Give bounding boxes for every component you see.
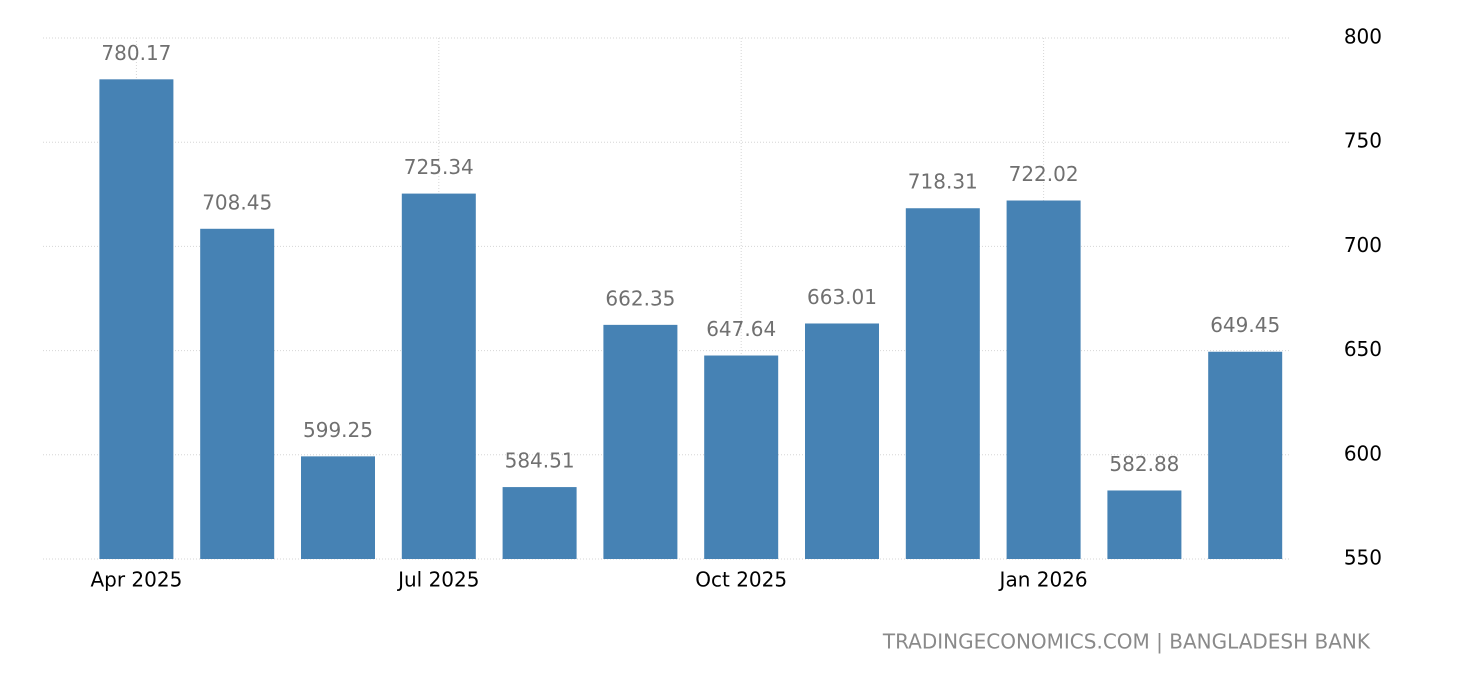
bar bbox=[1006, 200, 1081, 559]
value-label: 599.25 bbox=[303, 418, 373, 442]
value-label: 708.45 bbox=[202, 190, 272, 214]
value-label: 584.51 bbox=[505, 449, 575, 473]
y-tick-label: 700 bbox=[1344, 233, 1382, 257]
x-tick-label: Jul 2025 bbox=[396, 568, 479, 592]
bar bbox=[301, 456, 375, 559]
bar bbox=[603, 324, 678, 559]
y-tick-label: 800 bbox=[1344, 25, 1382, 49]
value-label: 780.17 bbox=[101, 41, 171, 65]
bar bbox=[200, 228, 275, 559]
bar bbox=[905, 208, 980, 560]
value-label: 722.02 bbox=[1009, 162, 1079, 186]
x-tick-label: Jan 2026 bbox=[998, 568, 1088, 592]
bar bbox=[1208, 351, 1283, 559]
x-tick-label: Oct 2025 bbox=[695, 568, 787, 592]
bar bbox=[401, 193, 476, 560]
y-tick-label: 650 bbox=[1344, 337, 1382, 361]
y-tick-label: 600 bbox=[1344, 441, 1382, 465]
value-label: 662.35 bbox=[605, 286, 675, 310]
value-label: 647.64 bbox=[706, 317, 776, 341]
bar bbox=[99, 79, 174, 560]
y-tick-label: 550 bbox=[1344, 546, 1382, 570]
value-label: 725.34 bbox=[404, 155, 474, 179]
value-label: 649.45 bbox=[1210, 313, 1280, 337]
source: TRADINGECONOMICS.COM | BANGLADESH BANK bbox=[882, 630, 1371, 654]
y-tick-label: 750 bbox=[1344, 129, 1382, 153]
bar bbox=[805, 323, 879, 559]
bar bbox=[1107, 490, 1182, 559]
bar bbox=[502, 487, 577, 559]
value-label: 582.88 bbox=[1109, 452, 1179, 476]
bar bbox=[704, 355, 779, 559]
x-tick-label: Apr 2025 bbox=[90, 568, 182, 592]
value-label: 718.31 bbox=[908, 170, 978, 194]
value-label: 663.01 bbox=[807, 285, 877, 309]
